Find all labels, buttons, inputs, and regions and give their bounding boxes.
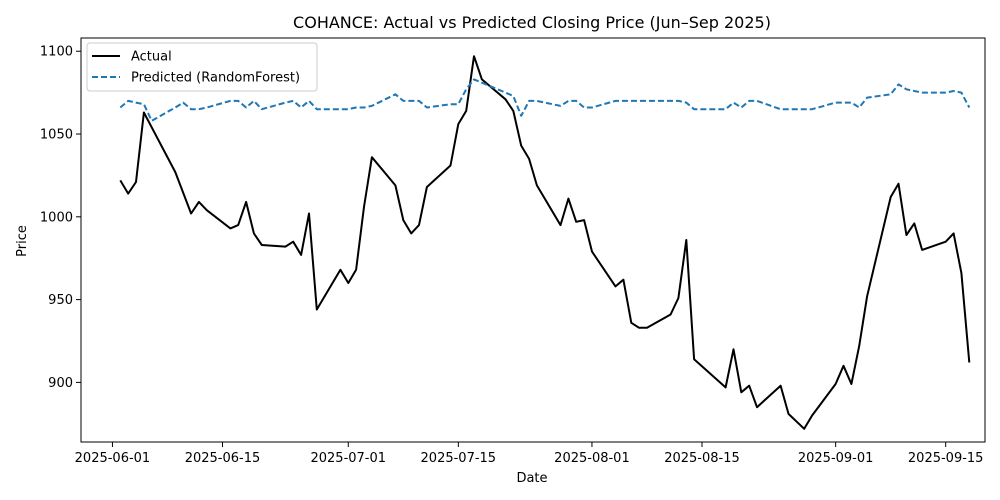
x-tick-label: 2025-06-15 [185, 451, 261, 466]
series-line-predicted [119, 78, 971, 122]
legend-label: Actual [131, 50, 172, 65]
y-axis-label: Price [15, 225, 30, 257]
x-axis-label: Date [516, 471, 547, 486]
legend: Actual Predicted (RandomForest) [86, 42, 318, 92]
y-tick-label: 1000 [40, 210, 73, 225]
y-tick-label: 950 [48, 293, 73, 308]
x-tick-label: 2025-08-01 [554, 451, 630, 466]
legend-box [86, 42, 318, 92]
legend-label: Predicted (RandomForest) [131, 71, 300, 86]
x-tick-label: 2025-09-15 [908, 451, 984, 466]
y-tick-label: 900 [48, 376, 73, 391]
plot-frame [80, 37, 986, 443]
x-tick-label: 2025-07-15 [421, 451, 497, 466]
y-tick-label: 1100 [40, 45, 73, 60]
x-tick-label: 2025-09-01 [798, 451, 874, 466]
chart-title: COHANCE: Actual vs Predicted Closing Pri… [293, 13, 771, 32]
plot-area: 2025-06-01 2025-06-15 2025-07-01 2025-07-15… [40, 37, 986, 466]
x-tick-label: 2025-08-15 [664, 451, 740, 466]
x-tick-label: 2025-06-01 [75, 451, 151, 466]
y-tick-label: 1050 [40, 128, 73, 143]
x-tick-label: 2025-07-01 [310, 451, 386, 466]
series-line-actual [119, 55, 971, 430]
